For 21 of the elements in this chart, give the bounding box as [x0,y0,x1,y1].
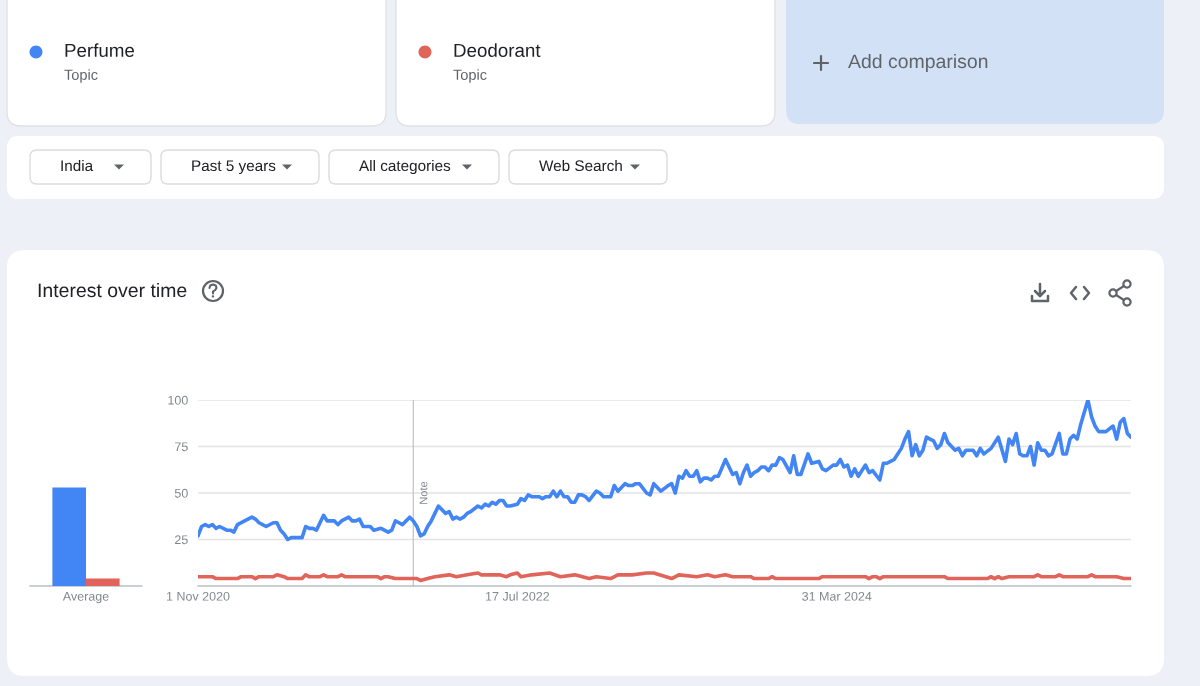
text: Web Search [539,159,622,172]
text: All categories [359,159,451,175]
text: Past 5 years [192,160,276,175]
y-tick-label: 50 [174,488,188,498]
y-tick-label: 25 [175,535,188,545]
x-tick-label: 17 Jul 2022 [486,591,550,601]
line-series [198,400,1131,542]
x-tick-label: 31 Mar 2024 [802,591,872,601]
x-tick-label: 1 Nov 2020 [166,591,230,601]
legend-label: Perfume [65,43,135,58]
x-tick-label: Average [62,592,109,604]
chart-title: Interest over time [38,282,187,298]
text: Topic [64,69,98,83]
y-tick-label: 100 [168,395,188,405]
text: Add comparison [848,53,988,73]
y-tick-label: 75 [175,442,188,452]
ref-line-label: Note [419,481,428,504]
legend-label: Deodorant [454,43,541,58]
text: Topic [453,69,487,83]
text: India [61,159,94,172]
line-series [198,571,1131,583]
